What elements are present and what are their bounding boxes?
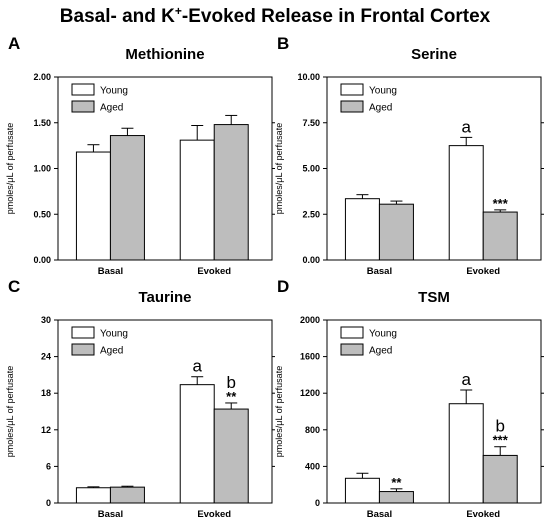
x-category-label: Evoked [197, 266, 231, 277]
legend-label-young: Young [100, 329, 128, 340]
bar-young-evoked [448, 403, 484, 504]
y-tick-label: 1.50 [33, 118, 51, 128]
legend-label-aged: Aged [369, 346, 392, 357]
y-tick-label: 10.00 [297, 72, 320, 82]
bar-young-basal [75, 151, 111, 261]
significance-annotation: b [226, 373, 235, 392]
bar-young-basal [344, 477, 380, 504]
figure-title: Basal- and K+-Evoked Release in Frontal … [60, 4, 491, 27]
x-category-label: Basal [98, 509, 123, 520]
panel-title: Methionine [125, 46, 204, 63]
panel-title: Serine [411, 46, 457, 63]
x-category-label: Basal [98, 266, 123, 277]
significance-annotation: ** [391, 475, 402, 490]
bar-young-basal [75, 487, 111, 504]
bar-young-evoked [179, 139, 215, 261]
significance-annotation: *** [493, 433, 509, 448]
x-category-label: Evoked [466, 509, 500, 520]
bar-young-basal [344, 198, 380, 261]
y-tick-label: 1200 [300, 388, 320, 398]
bar-aged-basal [109, 135, 145, 261]
significance-annotation: a [192, 357, 202, 376]
bar-aged-evoked [213, 408, 249, 504]
legend-swatch-aged [71, 343, 95, 356]
legend-swatch-young [71, 326, 95, 339]
panel-letter: A [8, 34, 20, 53]
legend-swatch-aged [340, 100, 364, 113]
bar-young-evoked [448, 145, 484, 261]
bar-aged-evoked [482, 211, 518, 261]
significance-annotation: a [461, 370, 471, 389]
y-tick-label: 1.00 [33, 164, 51, 174]
y-tick-label: 1600 [300, 352, 320, 362]
y-tick-label: 5.00 [302, 164, 320, 174]
panel-letter: C [8, 277, 20, 296]
y-axis-label: pmoles/μL of perfusate [274, 123, 284, 214]
y-tick-label: 800 [305, 425, 320, 435]
y-tick-label: 6 [46, 461, 51, 471]
y-tick-label: 0 [46, 498, 51, 508]
legend-label-aged: Aged [100, 103, 123, 114]
legend-label-young: Young [100, 86, 128, 97]
y-tick-label: 18 [41, 388, 51, 398]
y-tick-label: 0.50 [33, 209, 51, 219]
significance-annotation: ** [226, 389, 237, 404]
bar-aged-basal [378, 491, 414, 504]
y-tick-label: 12 [41, 425, 51, 435]
y-axis-label: pmoles/μL of perfusate [5, 366, 15, 457]
plot-frame [57, 319, 273, 504]
legend-swatch-aged [340, 343, 364, 356]
legend-label-aged: Aged [100, 346, 123, 357]
y-axis-label: pmoles/μL of perfusate [5, 123, 15, 214]
plot-frame [326, 319, 542, 504]
panel-letter: B [277, 34, 289, 53]
x-category-label: Basal [367, 509, 392, 520]
y-tick-label: 2.00 [33, 72, 51, 82]
y-tick-label: 7.50 [302, 118, 320, 128]
significance-annotation: b [495, 417, 504, 436]
bar-young-evoked [179, 384, 215, 504]
y-tick-label: 24 [41, 352, 51, 362]
significance-annotation: *** [493, 196, 509, 211]
plot-frame [326, 76, 542, 261]
legend-swatch-young [340, 326, 364, 339]
bar-aged-basal [109, 486, 145, 504]
panel-D: D TSM pmoles/μL of perfusate 0 400 800 1200 160… [274, 277, 544, 520]
legend-swatch-young [340, 83, 364, 96]
y-tick-label: 2.50 [302, 209, 320, 219]
legend-label-aged: Aged [369, 103, 392, 114]
panel-A: A Methionine pmoles/μL of perfusate 0.00 0.5… [5, 34, 275, 277]
y-tick-label: 2000 [300, 315, 320, 325]
x-category-label: Evoked [466, 266, 500, 277]
panel-letter: D [277, 277, 289, 296]
bar-aged-evoked [213, 124, 249, 261]
legend-label-young: Young [369, 86, 397, 97]
legend-label-young: Young [369, 329, 397, 340]
x-category-label: Evoked [197, 509, 231, 520]
y-tick-label: 400 [305, 461, 320, 471]
y-tick-label: 0.00 [33, 255, 51, 265]
significance-annotation: a [461, 117, 471, 136]
x-category-label: Basal [367, 266, 392, 277]
legend-swatch-aged [71, 100, 95, 113]
panel-C: C Taurine pmoles/μL of perfusate 0 6 12 18 24 30… [5, 277, 275, 520]
bar-aged-evoked [482, 454, 518, 504]
y-axis-label: pmoles/μL of perfusate [274, 366, 284, 457]
panel-title: TSM [418, 289, 450, 306]
y-tick-label: 30 [41, 315, 51, 325]
panel-B: B Serine pmoles/μL of perfusate 0.00 2.50 5.0… [274, 34, 544, 277]
panel-title: Taurine [138, 289, 191, 306]
legend-swatch-young [71, 83, 95, 96]
y-tick-label: 0 [315, 498, 320, 508]
plot-frame [57, 76, 273, 261]
y-tick-label: 0.00 [302, 255, 320, 265]
bar-aged-basal [378, 203, 414, 261]
